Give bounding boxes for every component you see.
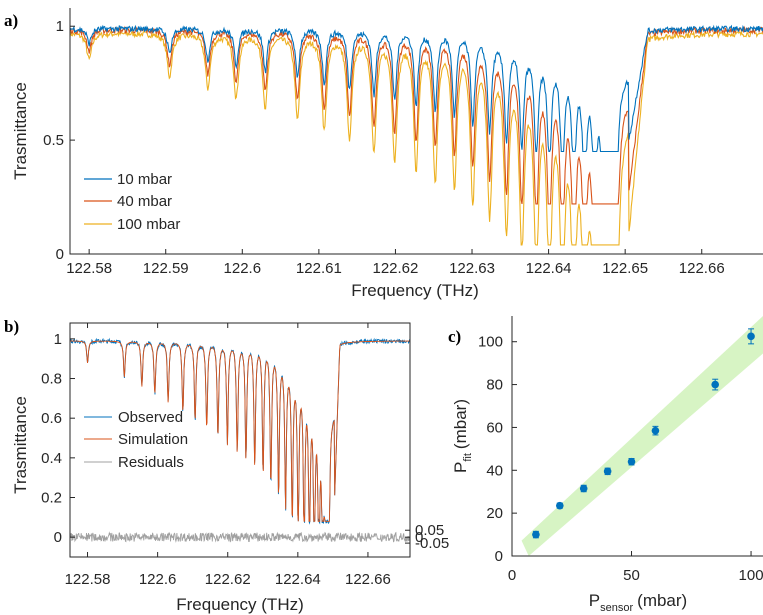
legend-label-observed: Observed [118, 409, 183, 426]
data-point [747, 332, 755, 341]
panel-b-legend: Observed Simulation Residuals [84, 409, 188, 471]
panel-a-xtick-label: 122.65 [602, 260, 648, 277]
panel-b: 122.58 122.6 122.62 122.64 122.66 0 0.2 0.4 0.6 0… [11, 322, 449, 614]
data-point [532, 530, 540, 539]
panel-b-y2tick-label: -0.05 [415, 535, 449, 552]
panel-c-ytick-label: 80 [486, 377, 503, 394]
legend-label-40mbar: 40 mbar [117, 193, 172, 210]
panel-a-xtick-label: 122.64 [526, 260, 572, 277]
data-point [711, 380, 719, 389]
series-line-40-mbar [69, 25, 763, 205]
panel-c-ytick-label: 20 [486, 505, 503, 522]
panel-b-ytick-label: 0.6 [41, 410, 62, 427]
panel-c-ytick-label: 40 [486, 462, 503, 479]
panel-c-xtick-label: 100 [739, 567, 763, 584]
panel-b-ytick-label: 0.8 [41, 371, 62, 388]
panel-a-xtick-label: 122.62 [372, 260, 418, 277]
panel-c-xlabel-unit: (mbar) [637, 591, 687, 610]
panel-b-axes [69, 322, 411, 558]
panel-b-xtick-label: 122.62 [205, 571, 251, 588]
series-line-100-mbar [69, 29, 763, 246]
panel-c-ylabel-unit: (mbar) [451, 399, 470, 449]
panel-c-xlabel-sub: sensor [600, 602, 633, 614]
panel-b-xtick-label: 122.58 [65, 571, 111, 588]
panel-b-xlabel: Frequency (THz) [176, 595, 304, 614]
panel-b-y2tick-label: 0.05 [415, 522, 444, 539]
panel-a-legend: 10 mbar 40 mbar 100 mbar [84, 171, 180, 233]
panel-a: 122.58 122.59 122.6 122.61 122.62 122.63 122.6… [11, 8, 763, 300]
panel-b-ytick-label: 0.4 [41, 450, 62, 467]
panel-a-xlabel: Frequency (THz) [351, 281, 479, 300]
panel-b-ylabel: Trasmittance [11, 396, 30, 494]
data-point [579, 484, 588, 493]
data-point [627, 457, 636, 466]
panel-b-series [69, 337, 411, 543]
panel-b-ticks: 122.58 122.6 122.62 122.64 122.66 0 0.2 0.4 0.6 0… [41, 323, 449, 588]
panel-a-xtick-label: 122.59 [143, 260, 189, 277]
panel-c-points [532, 328, 755, 539]
series-line-residuals [69, 531, 411, 543]
panel-a-ytick-label: 1 [56, 18, 64, 35]
panel-a-ticks: 122.58 122.59 122.6 122.61 122.62 122.63 122.6… [43, 18, 725, 277]
legend-label-100mbar: 100 mbar [117, 216, 180, 233]
data-point [556, 501, 564, 510]
panel-c-label: c) [448, 327, 461, 346]
panel-c-ytick-label: 0 [495, 548, 503, 565]
panel-c: 0 50 100 0 20 40 60 80 100 Psensor (mbar) Pfit (mb… [451, 316, 763, 614]
panel-b-xtick-label: 122.64 [275, 571, 321, 588]
data-point [603, 467, 612, 476]
panel-c-ylabel: Pfit (mbar) [451, 399, 474, 473]
panel-c-ylabel-sub: fit [462, 453, 474, 462]
panel-a-series [69, 24, 763, 246]
series-line-simulation [70, 340, 410, 522]
panel-c-ticks: 0 50 100 0 20 40 60 80 100 [478, 334, 763, 584]
panel-a-xtick-label: 122.61 [296, 260, 342, 277]
panel-b-ytick-label: 1 [54, 331, 62, 348]
panel-c-ylabel-main: P [451, 462, 470, 473]
panel-a-xtick-label: 122.63 [449, 260, 495, 277]
panel-c-xlabel: Psensor (mbar) [589, 591, 687, 614]
legend-label-simulation: Simulation [118, 431, 188, 448]
panel-b-y2tick-label: 0 [415, 529, 423, 546]
panel-c-ytick-label: 100 [478, 334, 503, 351]
panel-b-label: b) [4, 317, 19, 336]
panel-a-ylabel: Trasmittance [11, 82, 30, 180]
panel-a-xtick-label: 122.6 [224, 260, 262, 277]
panel-b-ytick-label: 0.2 [41, 490, 62, 507]
panel-b-xtick-label: 122.6 [139, 571, 177, 588]
panel-c-xlabel-main: P [589, 591, 600, 610]
panel-b-xtick-label: 122.66 [345, 571, 391, 588]
panel-b-ytick-label: 0 [54, 529, 62, 546]
legend-label-residuals: Residuals [118, 454, 184, 471]
confidence-band [521, 316, 763, 556]
legend-label-10mbar: 10 mbar [117, 171, 172, 188]
panel-c-xtick-label: 0 [508, 567, 516, 584]
panel-a-ytick-label: 0 [56, 246, 64, 263]
data-point [651, 426, 660, 435]
panel-c-band [521, 316, 763, 556]
panel-c-ytick-label: 60 [486, 419, 503, 436]
panel-a-xtick-label: 122.58 [66, 260, 112, 277]
panel-a-ytick-label: 0.5 [43, 132, 64, 149]
panel-a-xtick-label: 122.66 [679, 260, 725, 277]
panel-c-xtick-label: 50 [623, 567, 640, 584]
panel-a-label: a) [4, 11, 18, 30]
series-line-10-mbar [69, 24, 763, 153]
